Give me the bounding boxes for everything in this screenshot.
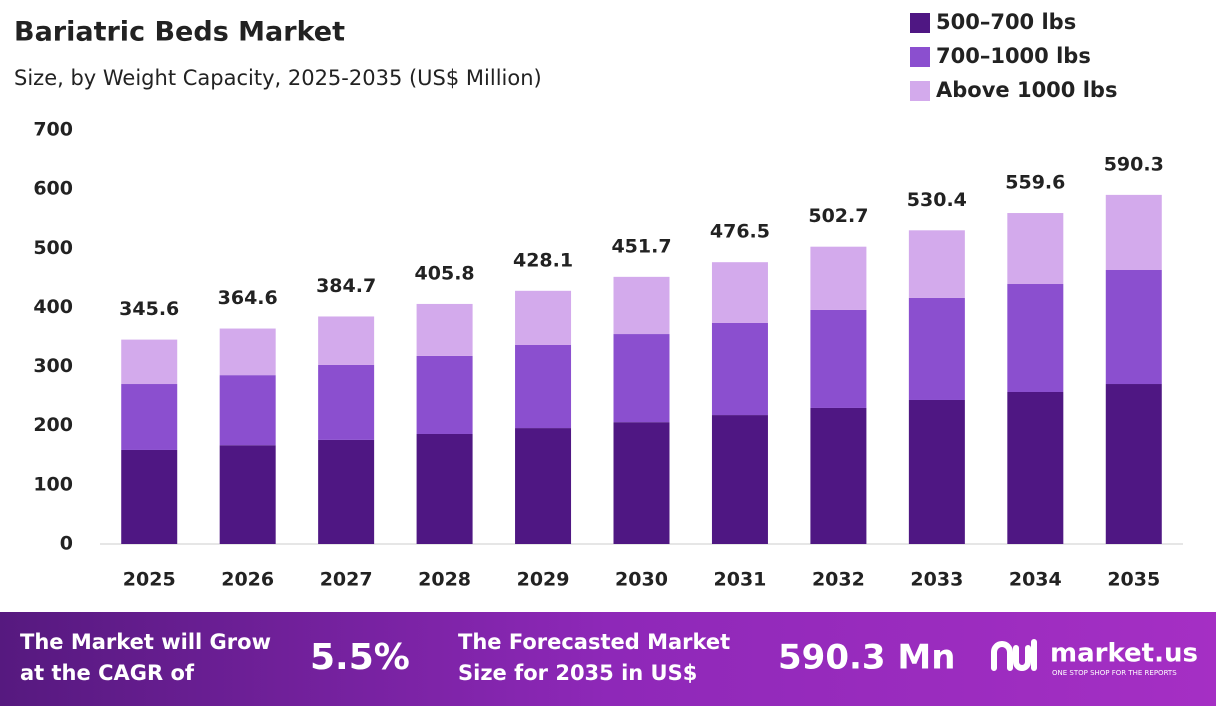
x-tick-label: 2026 xyxy=(221,569,274,591)
x-tick-label: 2028 xyxy=(418,569,471,591)
y-tick-label: 200 xyxy=(33,414,73,436)
bar-segment xyxy=(318,439,375,544)
x-tick-label: 2034 xyxy=(1009,569,1062,591)
y-tick-label: 0 xyxy=(60,533,73,555)
bar-segment xyxy=(711,262,768,323)
bar-segment xyxy=(1105,269,1162,385)
total-label: 590.3 xyxy=(1104,153,1164,175)
chart-subtitle: Size, by Weight Capacity, 2025-2035 (US$… xyxy=(14,66,542,90)
bar-segment xyxy=(908,399,965,544)
bar-segment xyxy=(318,364,375,440)
cagr-label: The Market will Grow xyxy=(20,630,271,654)
bar-segment xyxy=(515,428,572,544)
total-label: 405.8 xyxy=(415,262,475,284)
bar-segment xyxy=(1105,194,1162,270)
total-label: 502.7 xyxy=(808,205,868,227)
legend-label: 500–700 lbs xyxy=(936,10,1076,34)
y-tick-label: 100 xyxy=(33,473,73,495)
y-tick-label: 700 xyxy=(33,119,73,141)
bar-segment xyxy=(613,276,670,335)
total-label: 384.7 xyxy=(316,275,376,297)
total-label: 364.6 xyxy=(218,287,278,309)
bar-segment xyxy=(318,316,375,365)
x-tick-label: 2032 xyxy=(812,569,865,591)
forecast-label: The Forecasted Market xyxy=(458,630,730,654)
chart-title: Bariatric Beds Market xyxy=(14,17,345,48)
total-label: 476.5 xyxy=(710,221,770,243)
bar-segment xyxy=(121,449,178,544)
bar-segment xyxy=(613,334,670,423)
x-tick-label: 2035 xyxy=(1107,569,1160,591)
bar-segment xyxy=(1007,392,1064,544)
bar-segment xyxy=(219,375,276,446)
legend-label: 700–1000 lbs xyxy=(936,44,1091,68)
x-tick-label: 2029 xyxy=(517,569,570,591)
total-label: 530.4 xyxy=(907,189,967,211)
bar-segment xyxy=(711,415,768,544)
cagr-value: 5.5% xyxy=(310,637,410,678)
bar-segment xyxy=(613,422,670,544)
bar-segment xyxy=(711,322,768,416)
x-tick-label: 2027 xyxy=(320,569,373,591)
bar-segment xyxy=(121,384,178,450)
brand: market.us xyxy=(1050,639,1198,669)
bar-segment xyxy=(810,246,867,310)
brand-tagline: ONE STOP SHOP FOR THE REPORTS xyxy=(1052,669,1177,677)
bar-segment xyxy=(515,344,572,429)
total-label: 451.7 xyxy=(611,235,671,257)
legend-swatch xyxy=(910,81,930,101)
legend-swatch xyxy=(910,13,930,33)
bar-segment xyxy=(219,445,276,544)
y-tick-label: 600 xyxy=(33,178,73,200)
bar-segment xyxy=(416,355,473,434)
bar-segment xyxy=(810,407,867,544)
bar-segment xyxy=(121,339,178,385)
legend-label: Above 1000 lbs xyxy=(936,78,1117,102)
legend-swatch xyxy=(910,47,930,67)
x-tick-label: 2025 xyxy=(123,569,176,591)
y-tick-label: 500 xyxy=(33,237,73,259)
bar-segment xyxy=(1007,284,1064,393)
x-tick-label: 2030 xyxy=(615,569,668,591)
bar-segment xyxy=(515,290,572,345)
x-tick-label: 2033 xyxy=(910,569,963,591)
total-label: 559.6 xyxy=(1005,172,1065,194)
forecast-label: Size for 2035 in US$ xyxy=(458,661,697,685)
bar-segment xyxy=(219,328,276,376)
bar-segment xyxy=(416,303,473,356)
bar-segment xyxy=(1105,384,1162,544)
total-label: 345.6 xyxy=(119,298,179,320)
forecast-value: 590.3 Mn xyxy=(778,638,955,678)
total-label: 428.1 xyxy=(513,249,573,271)
bar-segment xyxy=(908,297,965,400)
y-tick-label: 400 xyxy=(33,296,73,318)
y-tick-label: 300 xyxy=(33,355,73,377)
cagr-label: at the CAGR of xyxy=(20,661,195,685)
bar-segment xyxy=(810,309,867,408)
x-tick-label: 2031 xyxy=(714,569,767,591)
bar-segment xyxy=(908,230,965,298)
bar-segment xyxy=(1007,213,1064,285)
bar-segment xyxy=(416,433,473,544)
brand-logo xyxy=(991,639,1037,671)
